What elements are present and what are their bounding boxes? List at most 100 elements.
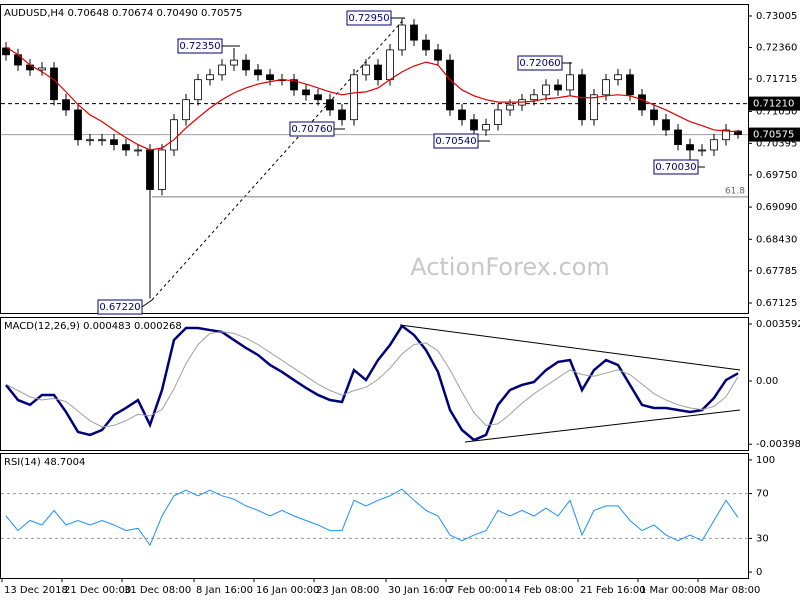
candle-body — [242, 59, 250, 71]
candle-body — [254, 69, 262, 76]
y-tick-label: 0.67125 — [756, 298, 797, 309]
y-tick-label: 0.003592 — [756, 319, 800, 330]
candle-body — [494, 109, 502, 125]
annotation-box — [517, 55, 563, 71]
candle-body — [266, 74, 274, 81]
candle-body — [686, 144, 694, 151]
candle-body — [614, 74, 622, 81]
x-tick-label: 21 Feb 16:00 — [580, 585, 646, 596]
candle-body — [530, 94, 538, 101]
candle-body — [74, 109, 82, 141]
x-tick-label: 30 Jan 16:00 — [388, 585, 451, 596]
candle-body — [470, 119, 478, 131]
y-tick-label: 0.71715 — [756, 74, 797, 85]
y-tick-label: 0.00 — [756, 376, 778, 387]
candle-body — [98, 139, 106, 142]
candle-body — [650, 109, 658, 121]
rsi-panel — [0, 453, 749, 579]
annotation-leader — [141, 299, 153, 308]
candle-body — [146, 149, 154, 190]
y-tick-label: 0.68430 — [756, 234, 797, 245]
candle-body — [350, 74, 358, 121]
x-tick-label: 14 Feb 08:00 — [508, 585, 574, 596]
candle-body — [206, 74, 214, 81]
candle-body — [638, 94, 646, 111]
moving-average — [5, 46, 739, 151]
series-line — [5, 488, 739, 547]
candle-body — [134, 149, 142, 152]
candle-body — [674, 129, 682, 146]
candle-body — [410, 24, 418, 41]
panel-title: RSI(14) 48.7004 — [4, 457, 85, 468]
macd-trend-line — [399, 324, 741, 371]
panel-title: MACD(12,26,9) 0.000483 0.000268 — [4, 321, 182, 332]
candle-body — [362, 64, 370, 76]
x-tick-label: 7 Feb 00:00 — [448, 585, 507, 596]
level-name: 61.8 — [725, 186, 745, 196]
candle-body — [566, 74, 574, 91]
price-label: 0.71210 — [753, 99, 794, 110]
x-tick-label: 1 Mar 00:00 — [640, 585, 700, 596]
candle-body — [314, 94, 322, 101]
candle-body — [434, 49, 442, 61]
candle-body — [110, 139, 118, 146]
candle-body — [734, 130, 742, 135]
price-panel — [0, 4, 749, 314]
macd-panel — [0, 317, 749, 451]
candle-body — [86, 139, 94, 142]
price-label-box — [749, 127, 800, 142]
candle-body — [506, 104, 514, 111]
x-tick-label: 21 Dec 00:00 — [64, 585, 131, 596]
candle-body — [182, 99, 190, 121]
candle-body — [710, 139, 718, 151]
candle-body — [698, 149, 706, 152]
candle-body — [458, 109, 466, 121]
x-tick-label: 16 Jan 00:00 — [256, 585, 319, 596]
candle-body — [398, 24, 406, 51]
annotation-box — [97, 299, 143, 315]
macd-trend-line — [464, 409, 741, 443]
y-tick-label: 0.67785 — [756, 266, 797, 277]
y-tick-label: 100 — [756, 455, 775, 466]
candle-body — [122, 144, 130, 151]
annotation: 0.70030 — [655, 162, 696, 173]
candle-body — [386, 49, 394, 81]
y-tick-label: 0 — [756, 567, 762, 578]
annotation-box — [346, 10, 392, 26]
candle-body — [422, 39, 430, 51]
candle-body — [290, 79, 298, 91]
annotation: 0.67220 — [99, 302, 140, 313]
candle-body — [62, 99, 70, 111]
candle-body — [218, 64, 226, 76]
x-tick-label: 8 Mar 08:00 — [700, 585, 760, 596]
y-tick-label: 70 — [756, 489, 769, 500]
candle-body — [374, 64, 382, 81]
candle-body — [602, 79, 610, 96]
annotation-box — [177, 38, 223, 54]
y-tick-label: 30 — [756, 533, 769, 544]
series-line — [5, 331, 739, 428]
candle-body — [2, 47, 10, 56]
candle-body — [230, 59, 238, 66]
y-tick-label: 0.69090 — [756, 202, 797, 213]
annotation-box — [289, 121, 335, 137]
x-tick-label: 13 Dec 2018 — [4, 585, 68, 596]
candle-body — [50, 67, 58, 101]
price-label: 0.70575 — [753, 130, 794, 141]
candle-body — [542, 84, 550, 96]
candle-body — [446, 59, 454, 111]
candle-body — [158, 149, 166, 190]
y-tick-label: 0.73005 — [756, 11, 797, 22]
candle-body — [482, 124, 490, 131]
series-line — [5, 324, 739, 442]
candle-body — [626, 74, 634, 96]
annotation: 0.72350 — [179, 41, 220, 52]
candle-body — [302, 89, 310, 96]
watermark: ActionForex.com — [410, 253, 610, 281]
price-label-box — [749, 96, 800, 111]
annotation: 0.72060 — [519, 58, 560, 69]
candle-body — [590, 94, 598, 121]
panel-title: AUDUSD,H4 0.70648 0.70674 0.70490 0.7057… — [4, 8, 242, 19]
